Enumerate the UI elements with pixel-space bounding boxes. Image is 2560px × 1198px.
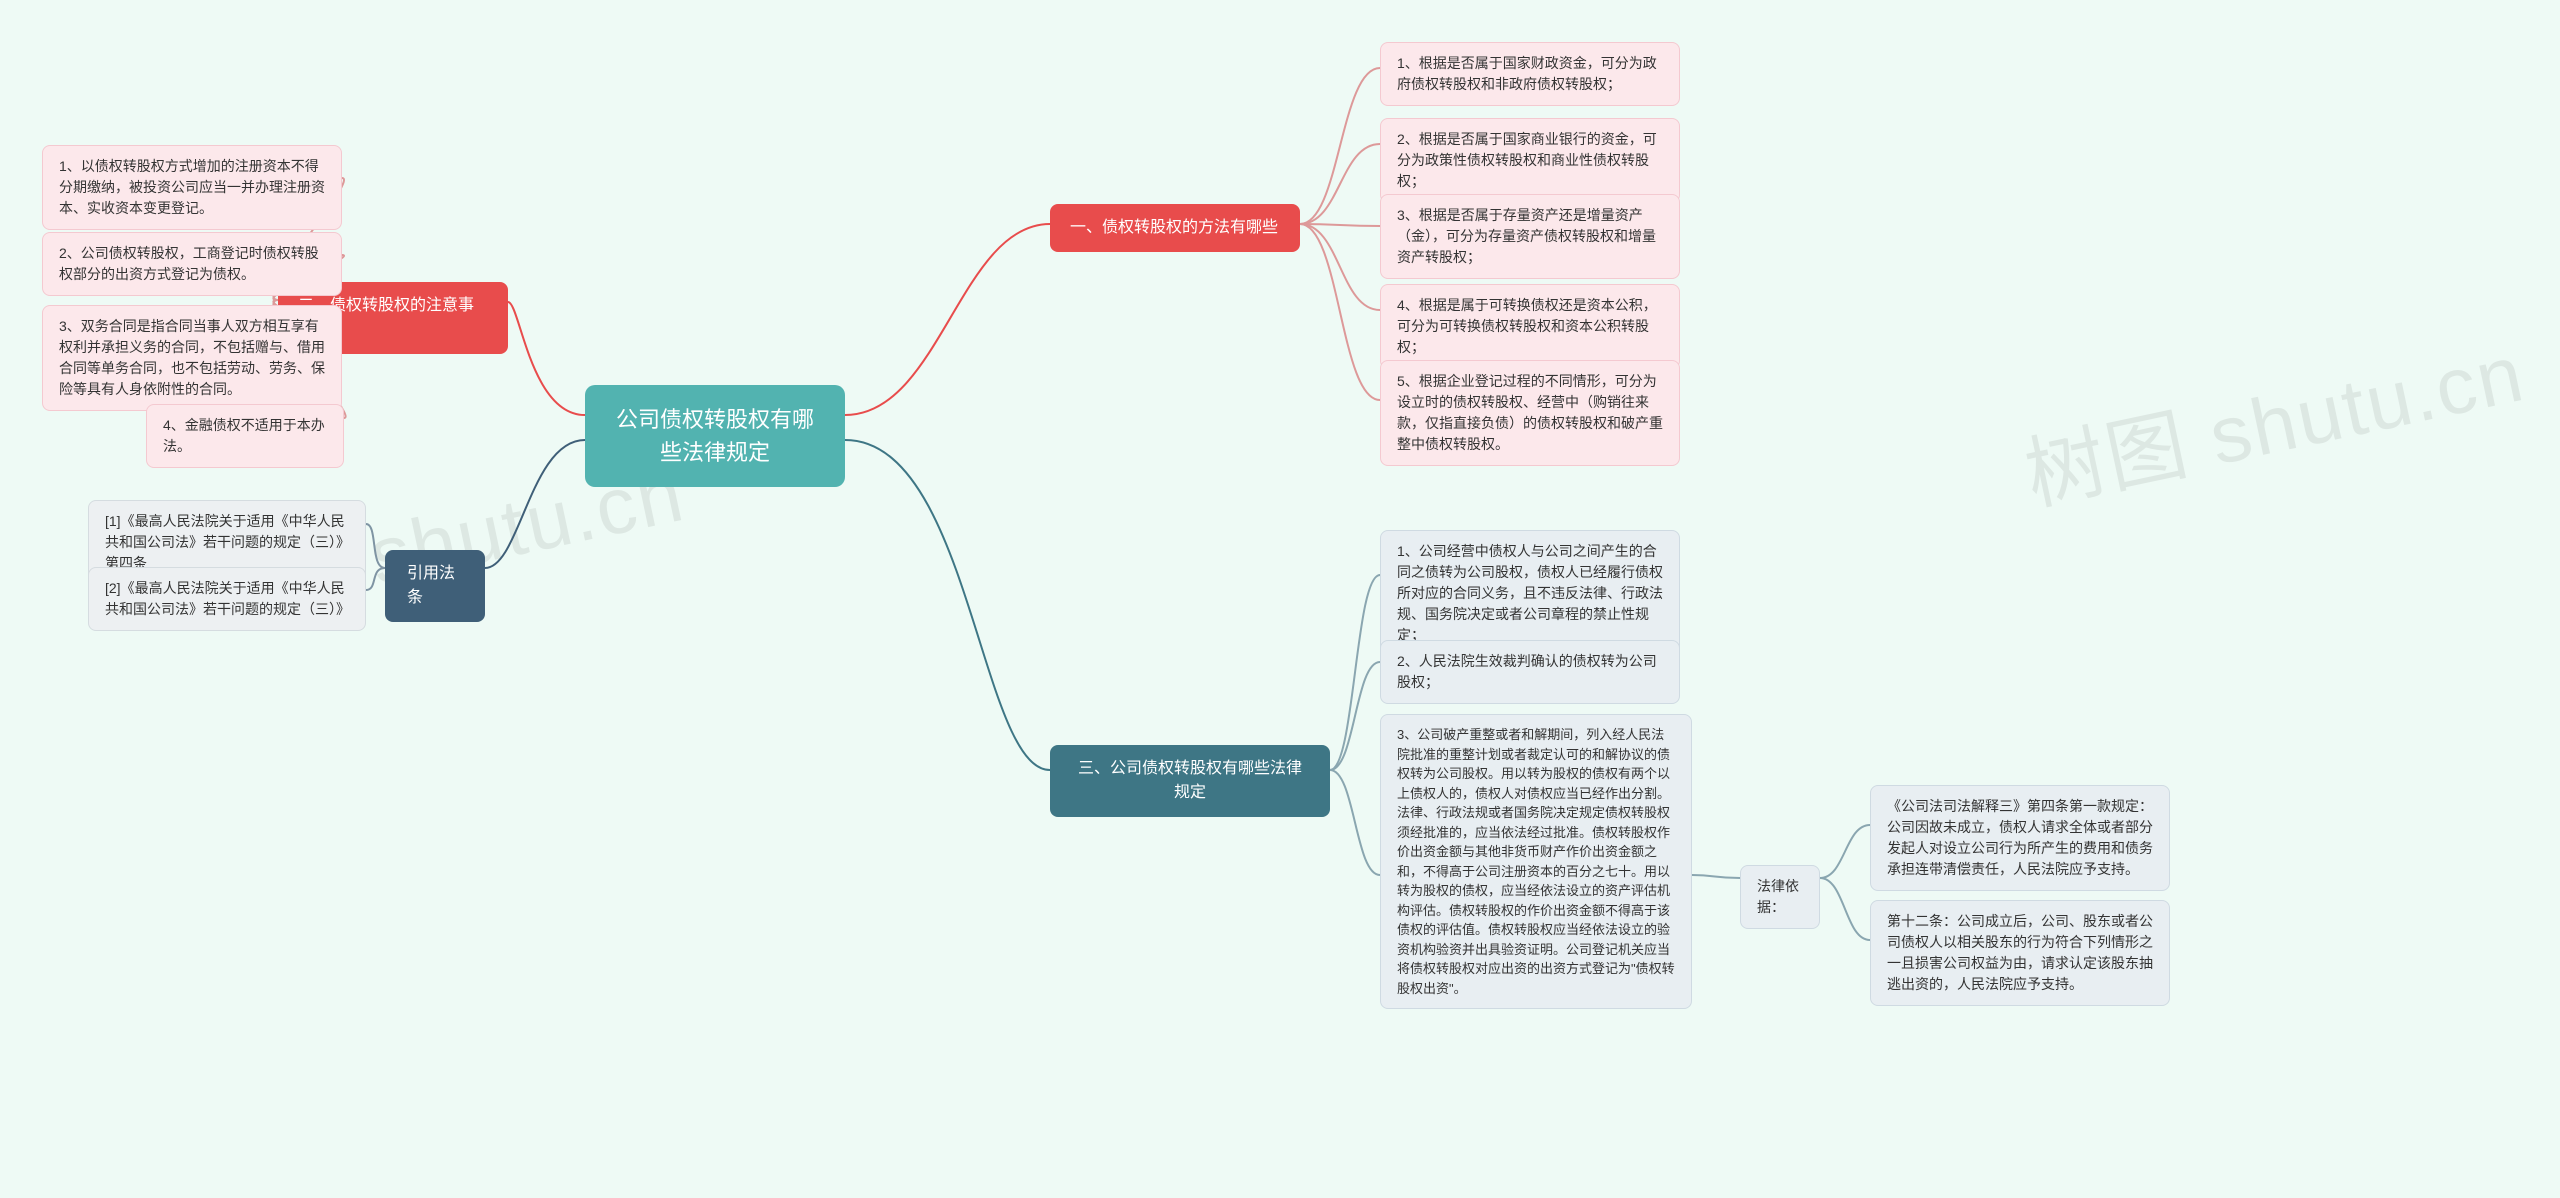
- edge-layer: [0, 0, 2560, 1198]
- leaf: 4、金融债权不适用于本办法。: [146, 404, 344, 468]
- leaf: 4、根据是属于可转换债权还是资本公积，可分为可转换债权转股权和资本公积转股权；: [1380, 284, 1680, 369]
- leaf: 2、根据是否属于国家商业银行的资金，可分为政策性债权转股权和商业性债权转股权；: [1380, 118, 1680, 203]
- watermark: 树图 shutu.cn: [2013, 309, 2533, 528]
- branch-three[interactable]: 三、公司债权转股权有哪些法律规定: [1050, 745, 1330, 817]
- leaf: 3、根据是否属于存量资产还是增量资产（金），可分为存量资产债权转股权和增量资产转…: [1380, 194, 1680, 279]
- leaf: 1、以债权转股权方式增加的注册资本不得分期缴纳，被投资公司应当一并办理注册资本、…: [42, 145, 342, 230]
- leaf: 3、公司破产重整或者和解期间，列入经人民法院批准的重整计划或者裁定认可的和解协议…: [1380, 714, 1692, 1009]
- leaf: 2、人民法院生效裁判确认的债权转为公司股权；: [1380, 640, 1680, 704]
- leaf: 1、根据是否属于国家财政资金，可分为政府债权转股权和非政府债权转股权；: [1380, 42, 1680, 106]
- leaf: [2]《最高人民法院关于适用《中华人民共和国公司法》若干问题的规定（三）》: [88, 567, 366, 631]
- leaf: 2、公司债权转股权，工商登记时债权转股权部分的出资方式登记为债权。: [42, 232, 342, 296]
- leaf: 3、双务合同是指合同当事人双方相互享有权利并承担义务的合同，不包括赠与、借用合同…: [42, 305, 342, 411]
- sub-label: 法律依据：: [1740, 865, 1820, 929]
- leaf: 《公司法司法解释三》第四条第一款规定：公司因故未成立，债权人请求全体或者部分发起…: [1870, 785, 2170, 891]
- leaf: 第十二条：公司成立后，公司、股东或者公司债权人以相关股东的行为符合下列情形之一且…: [1870, 900, 2170, 1006]
- branch-refs[interactable]: 引用法条: [385, 550, 485, 622]
- leaf: 5、根据企业登记过程的不同情形，可分为设立时的债权转股权、经营中（购销往来款，仅…: [1380, 360, 1680, 466]
- branch-one[interactable]: 一、债权转股权的方法有哪些: [1050, 204, 1300, 252]
- root-node[interactable]: 公司债权转股权有哪些法律规定: [585, 385, 845, 487]
- leaf: 1、公司经营中债权人与公司之间产生的合同之债转为公司股权，债权人已经履行债权所对…: [1380, 530, 1680, 657]
